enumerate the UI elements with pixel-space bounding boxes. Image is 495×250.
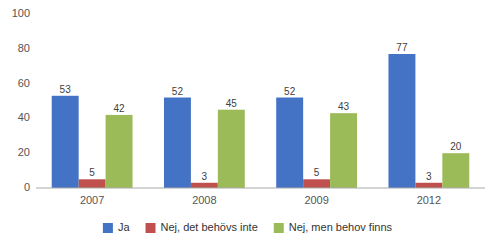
bar: [52, 96, 79, 188]
bar: [191, 183, 218, 188]
x-axis-line: [36, 188, 485, 189]
legend-label: Nej, men behov finns: [289, 221, 393, 233]
y-tick-label: 60: [18, 77, 30, 89]
data-label: 3: [426, 171, 432, 182]
data-label: 3: [202, 171, 208, 182]
data-label: 5: [89, 167, 95, 178]
x-tick-label: 2012: [417, 194, 441, 206]
bar: [303, 179, 330, 188]
bar: [330, 113, 357, 188]
data-label: 42: [114, 103, 126, 114]
bar: [218, 110, 245, 188]
legend-swatch: [146, 223, 156, 233]
x-axis: 2007 2008 2009 2012: [36, 188, 485, 206]
x-tick-label: 2009: [304, 194, 328, 206]
bar: [388, 54, 415, 188]
data-label: 52: [172, 86, 184, 97]
y-tick-label: 80: [18, 42, 30, 54]
bar: [106, 115, 133, 188]
data-labels: 53525277535342454320: [60, 42, 462, 182]
chart: 0204060801005352527753534245432020072008…: [0, 0, 495, 250]
bar: [442, 153, 469, 188]
x-tick-label: 2008: [192, 194, 216, 206]
legend-item: Nej, det behövs inte: [146, 221, 258, 233]
data-label: 20: [450, 141, 462, 152]
legend-label: Ja: [118, 221, 131, 233]
data-label: 77: [396, 42, 408, 53]
x-tick-label: 2007: [80, 194, 104, 206]
legend-item: Nej, men behov finns: [274, 221, 393, 233]
bar: [79, 179, 106, 188]
data-label: 5: [314, 167, 320, 178]
legend-swatch: [274, 223, 284, 233]
y-tick-label: 100: [12, 7, 30, 19]
legend: Ja Nej, det behövs inte Nej, men behov fin…: [103, 221, 393, 233]
bar: [415, 183, 442, 188]
chart-container: 0204060801005352527753534245432020072008…: [0, 0, 495, 250]
data-label: 52: [284, 86, 296, 97]
legend-swatch: [103, 223, 113, 233]
y-tick-label: 20: [18, 146, 30, 158]
y-tick-label: 40: [18, 111, 30, 123]
data-label: 43: [338, 101, 350, 112]
data-label: 53: [60, 84, 72, 95]
bar: [164, 98, 191, 188]
bars: [52, 54, 470, 188]
legend-label: Nej, det behövs inte: [161, 221, 258, 233]
data-label: 45: [226, 98, 238, 109]
y-tick-label: 0: [24, 181, 30, 193]
y-axis: 0 20 40 60 80 100: [12, 7, 30, 193]
legend-item: Ja: [103, 221, 131, 233]
bar: [276, 98, 303, 188]
